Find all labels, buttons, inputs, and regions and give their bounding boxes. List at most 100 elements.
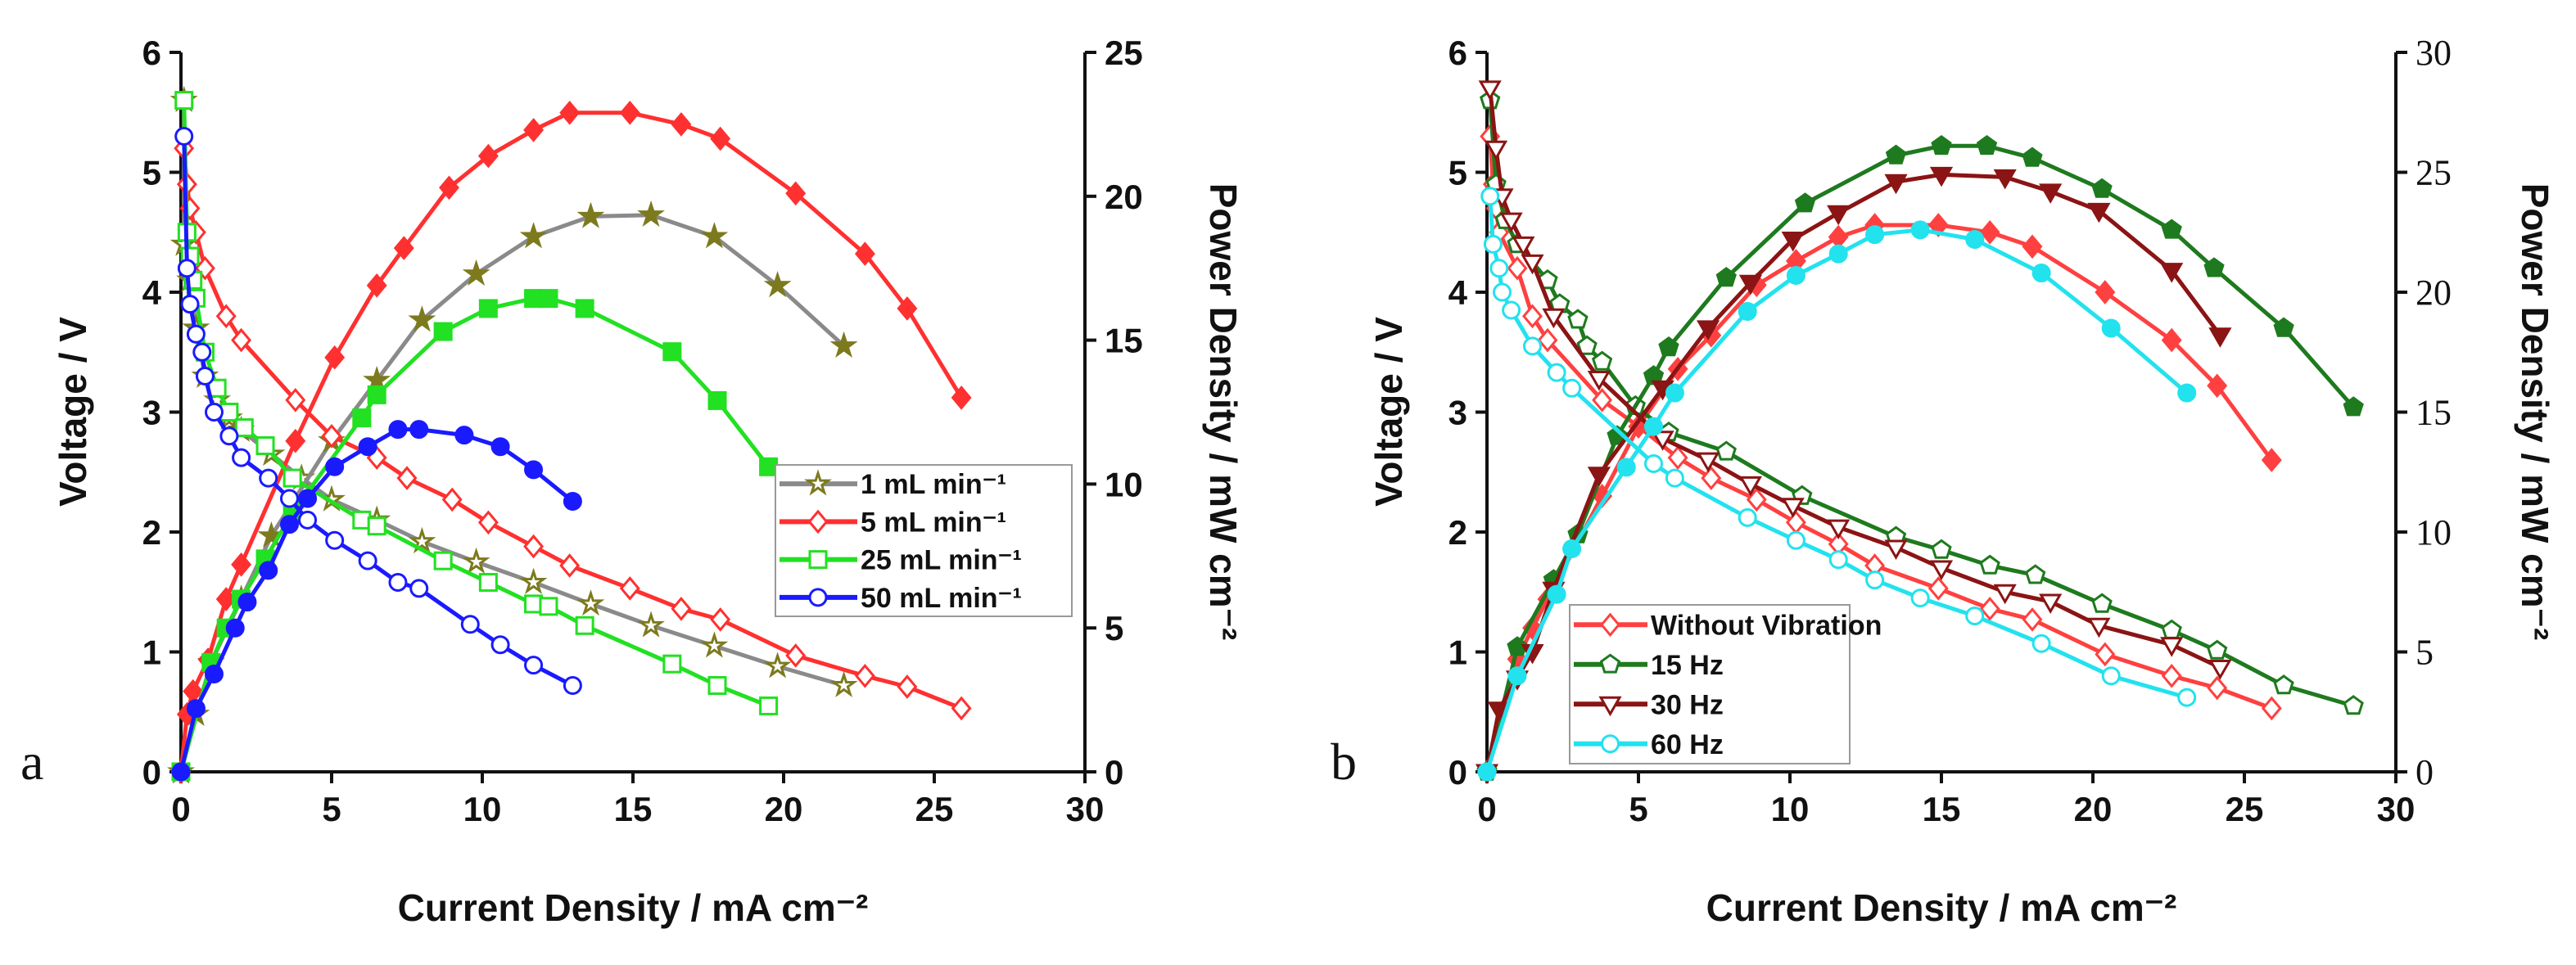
- power-point: [1477, 762, 1497, 782]
- power-point: [363, 365, 391, 393]
- power-point: [490, 437, 510, 457]
- y-tick-label: 0: [1448, 753, 1467, 791]
- power-point: [1929, 166, 1954, 187]
- voltage-point: [1512, 236, 1535, 257]
- power-point: [285, 428, 306, 453]
- voltage-point: [1738, 476, 1762, 497]
- x-tick-label: 20: [2074, 790, 2113, 828]
- power-point: [2087, 202, 2111, 223]
- power-point: [2022, 234, 2043, 259]
- voltage-point: [1485, 140, 1508, 161]
- series-3: [171, 127, 582, 782]
- voltage-point: [478, 573, 498, 593]
- power-point: [1547, 584, 1566, 604]
- x-tick-label: 15: [614, 790, 653, 828]
- voltage-point: [1781, 498, 1805, 518]
- legend-label: 15 Hz: [1651, 650, 1724, 681]
- voltage-point: [279, 489, 299, 508]
- power-point: [2177, 383, 2197, 403]
- voltage-point: [2207, 639, 2228, 660]
- y2-tick-label: 10: [1105, 465, 1143, 503]
- voltage-line: [182, 147, 963, 710]
- power-point: [1828, 244, 1848, 264]
- voltage-point: [490, 635, 510, 655]
- y2-axis-title-a: Power Density / mW cm⁻²: [1202, 183, 1245, 641]
- power-point: [1562, 539, 1582, 559]
- power-point: [1828, 224, 1849, 250]
- legend-label: 5 mL min⁻¹: [861, 507, 1006, 538]
- voltage-point: [1828, 550, 1848, 570]
- x-tick-label: 30: [2377, 790, 2416, 828]
- y2-tick-label: 15: [2416, 393, 2452, 433]
- legend-marker: [804, 469, 832, 496]
- power-point: [523, 118, 545, 142]
- voltage-point: [759, 696, 779, 715]
- x-tick-label: 25: [2226, 790, 2264, 828]
- panel-a: Current Density / mA cm⁻² Voltage / V Po…: [20, 34, 1245, 929]
- voltage-point: [1931, 539, 1952, 559]
- legend-label: 60 Hz: [1651, 729, 1724, 760]
- voltage-point: [2095, 642, 2116, 667]
- series-2: [171, 91, 779, 782]
- legend-item: Without Vibration: [1574, 610, 1882, 641]
- series-3: [1477, 187, 2197, 782]
- voltage-point: [1715, 440, 1737, 461]
- voltage-point: [192, 342, 212, 362]
- legend-marker: [1601, 734, 1620, 754]
- voltage-point: [1665, 468, 1684, 488]
- power-point: [1865, 225, 1885, 245]
- power-point: [1616, 458, 1636, 477]
- power-point: [763, 270, 792, 298]
- voltage-point: [325, 530, 345, 550]
- voltage-point: [195, 367, 215, 386]
- legend-item: 60 Hz: [1574, 729, 1724, 760]
- power-point: [388, 420, 408, 440]
- voltage-line: [1488, 136, 2273, 710]
- power-point: [1587, 467, 1611, 487]
- voltage-point: [519, 567, 548, 594]
- power-point: [2039, 183, 2063, 204]
- voltage-point: [854, 663, 875, 688]
- voltage-point: [1697, 452, 1720, 473]
- y2-tick-label: 5: [2416, 633, 2434, 673]
- voltage-point: [1979, 554, 2000, 575]
- voltage-point: [1480, 187, 1500, 206]
- voltage-point: [671, 596, 692, 621]
- power-point: [854, 241, 875, 266]
- power-point: [519, 222, 548, 249]
- voltage-point: [1965, 607, 1985, 626]
- voltage-point: [2207, 675, 2228, 701]
- voltage-point: [1502, 300, 1521, 320]
- power-point: [477, 143, 499, 169]
- legend-label: 1 mL min⁻¹: [861, 469, 1006, 500]
- power-point: [662, 342, 682, 362]
- power-line: [179, 427, 574, 773]
- power-point: [2095, 280, 2116, 304]
- legend-item: 15 Hz: [1574, 650, 1724, 681]
- y2-tick-label: 0: [2416, 752, 2434, 792]
- voltage-point: [576, 589, 605, 616]
- voltage-point: [1537, 327, 1558, 353]
- y2-tick-label: 10: [2416, 512, 2452, 552]
- power-point: [619, 100, 640, 125]
- y-tick-label: 1: [1448, 634, 1467, 672]
- voltage-point: [575, 616, 594, 635]
- panel-label-b: b: [1331, 733, 1357, 791]
- legend-label: Without Vibration: [1651, 610, 1882, 641]
- power-point: [2203, 257, 2225, 277]
- voltage-point: [1929, 560, 1954, 581]
- voltage-point: [1483, 234, 1503, 254]
- x-tick-label: 15: [1923, 790, 1961, 828]
- voltage-point: [763, 652, 792, 679]
- power-point: [2161, 219, 2182, 239]
- voltage-point: [1493, 282, 1512, 302]
- power-point: [1931, 134, 1952, 156]
- power-point: [559, 100, 581, 125]
- power-point: [1665, 383, 1684, 403]
- power-point: [352, 408, 372, 428]
- voltage-point: [1567, 309, 1589, 329]
- voltage-point: [2177, 688, 2197, 707]
- power-point: [2091, 178, 2113, 198]
- power-point: [1885, 144, 1907, 165]
